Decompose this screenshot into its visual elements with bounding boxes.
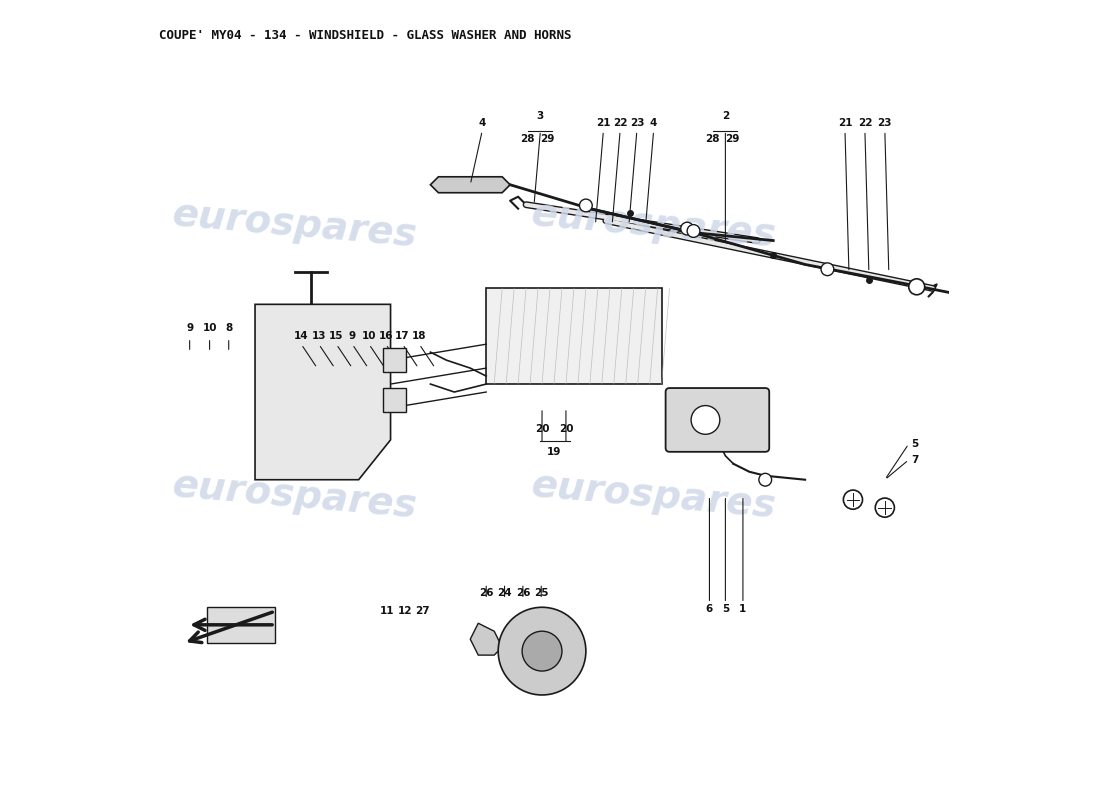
Polygon shape — [471, 623, 503, 655]
Text: 23: 23 — [629, 118, 645, 127]
Text: 28: 28 — [520, 134, 535, 143]
Text: 4: 4 — [478, 118, 486, 127]
Circle shape — [522, 631, 562, 671]
Circle shape — [691, 406, 719, 434]
Circle shape — [844, 490, 862, 510]
Polygon shape — [255, 304, 390, 480]
Text: eurospares: eurospares — [170, 466, 419, 526]
Text: 26: 26 — [478, 588, 494, 598]
Circle shape — [498, 607, 586, 695]
Text: 3: 3 — [537, 111, 544, 121]
Text: eurospares: eurospares — [529, 195, 778, 254]
Circle shape — [759, 474, 771, 486]
Text: 29: 29 — [725, 134, 740, 143]
Circle shape — [909, 279, 925, 294]
Text: 1: 1 — [739, 604, 747, 614]
FancyBboxPatch shape — [383, 348, 407, 372]
Text: 10: 10 — [362, 331, 376, 342]
Text: 24: 24 — [497, 588, 512, 598]
Text: 19: 19 — [547, 447, 561, 457]
Text: 14: 14 — [294, 331, 309, 342]
Text: 2: 2 — [722, 111, 729, 121]
Text: 29: 29 — [540, 134, 554, 143]
Text: 17: 17 — [395, 331, 410, 342]
Text: COUPE' MY04 - 134 - WINDSHIELD - GLASS WASHER AND HORNS: COUPE' MY04 - 134 - WINDSHIELD - GLASS W… — [160, 30, 572, 42]
Polygon shape — [207, 607, 275, 643]
Circle shape — [821, 263, 834, 276]
Text: 23: 23 — [878, 118, 892, 127]
Circle shape — [681, 222, 693, 235]
Text: 4: 4 — [650, 118, 658, 127]
Text: 10: 10 — [202, 323, 217, 334]
Text: 13: 13 — [311, 331, 326, 342]
Text: 9: 9 — [186, 323, 194, 334]
Text: 22: 22 — [613, 118, 627, 127]
Text: 5: 5 — [722, 604, 729, 614]
Text: 7: 7 — [912, 454, 918, 465]
Text: 26: 26 — [516, 588, 530, 598]
Text: 16: 16 — [378, 331, 393, 342]
Text: 15: 15 — [329, 331, 343, 342]
Text: 8: 8 — [226, 323, 232, 334]
Text: 27: 27 — [415, 606, 430, 616]
Text: 11: 11 — [379, 606, 394, 616]
FancyBboxPatch shape — [383, 388, 407, 412]
Text: 20: 20 — [535, 425, 549, 434]
Circle shape — [688, 225, 700, 238]
FancyBboxPatch shape — [486, 288, 661, 384]
Text: 22: 22 — [858, 118, 872, 127]
Text: 9: 9 — [349, 331, 356, 342]
Text: 5: 5 — [912, 439, 918, 449]
Polygon shape — [430, 177, 510, 193]
Circle shape — [580, 199, 592, 212]
Text: eurospares: eurospares — [529, 466, 778, 526]
Text: 21: 21 — [596, 118, 611, 127]
Text: 25: 25 — [534, 588, 549, 598]
Text: eurospares: eurospares — [170, 195, 419, 254]
Text: 28: 28 — [705, 134, 719, 143]
Text: 12: 12 — [398, 606, 412, 616]
Text: 20: 20 — [559, 425, 573, 434]
FancyBboxPatch shape — [666, 388, 769, 452]
Text: 6: 6 — [706, 604, 713, 614]
Text: 18: 18 — [412, 331, 427, 342]
Text: 21: 21 — [838, 118, 853, 127]
Circle shape — [876, 498, 894, 517]
